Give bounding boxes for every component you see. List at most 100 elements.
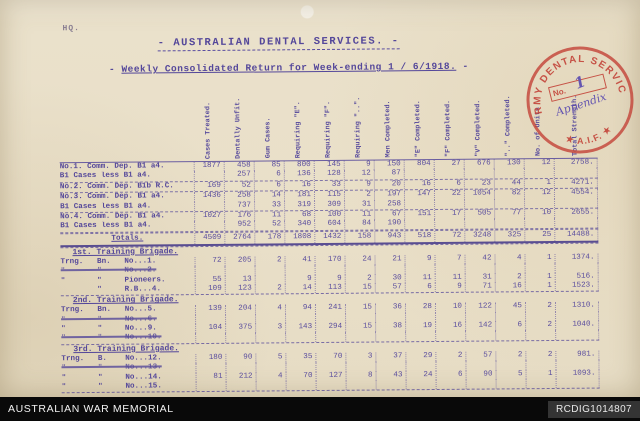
value-cell: 516. bbox=[554, 272, 599, 282]
value-cell: 1808 bbox=[284, 231, 315, 244]
value-cell: 325 bbox=[494, 229, 525, 242]
value-cell: 36 bbox=[374, 303, 406, 314]
value-cell: 42 bbox=[464, 254, 495, 264]
value-cell bbox=[464, 263, 495, 274]
value-cell bbox=[285, 313, 316, 324]
subtitle-dash-left: - bbox=[108, 63, 122, 75]
value-cell: 25 bbox=[524, 229, 555, 241]
value-cell: 38 bbox=[375, 322, 406, 332]
value-cell: 458 bbox=[223, 161, 254, 172]
value-cell: 4509 bbox=[194, 232, 225, 244]
archive-org-name: AUSTRALIAN WAR MEMORIAL bbox=[8, 403, 174, 415]
value-cell bbox=[434, 199, 465, 209]
value-cell: 77 bbox=[494, 209, 525, 219]
value-cell: 14488. bbox=[554, 229, 599, 241]
value-cell: 11 bbox=[404, 273, 435, 284]
value-cell: 4554. bbox=[553, 188, 599, 199]
value-cell: 94 bbox=[284, 304, 316, 314]
corner-note: HQ. bbox=[62, 24, 80, 34]
value-cell: 2 bbox=[495, 351, 526, 361]
value-cell: 43 bbox=[375, 370, 406, 381]
value-cell bbox=[345, 331, 376, 342]
value-cell: 2 bbox=[525, 321, 556, 331]
value-cell: 952 bbox=[224, 220, 255, 231]
value-cell: 3 bbox=[345, 352, 376, 363]
value-cell: 8 bbox=[345, 371, 376, 381]
value-cell: 10 bbox=[524, 208, 555, 219]
value-cell bbox=[525, 360, 556, 370]
value-cell: 11 bbox=[344, 210, 375, 221]
value-cell: 6 bbox=[433, 179, 464, 190]
value-cell: 1040. bbox=[555, 320, 600, 331]
value-cell: 19 bbox=[405, 322, 436, 332]
value-cell bbox=[225, 381, 256, 392]
value-cell: 16 bbox=[435, 321, 466, 332]
row-label: " " No...15. bbox=[61, 382, 162, 392]
value-cell: 1432 bbox=[314, 231, 345, 243]
value-cell: 9 bbox=[343, 160, 374, 171]
document-title: - AUSTRALIAN DENTAL SERVICES. - bbox=[0, 34, 559, 52]
value-cell: 6 bbox=[253, 181, 284, 191]
value-cell bbox=[285, 362, 316, 372]
value-cell bbox=[435, 360, 466, 371]
value-cell bbox=[285, 381, 316, 391]
value-cell: 2 bbox=[343, 190, 375, 201]
value-cell: 23 bbox=[463, 179, 494, 189]
value-cell: 6 bbox=[495, 321, 526, 331]
table-section: 2nd. Training Brigade. Trng. Bn. No...5. 1… bbox=[60, 291, 600, 346]
value-cell: 17 bbox=[434, 209, 465, 220]
value-cell bbox=[463, 168, 494, 179]
value-cell: 5 bbox=[495, 369, 526, 380]
value-cell: 9 bbox=[284, 274, 315, 285]
value-cell: 145 bbox=[313, 160, 344, 171]
value-cell: 72 bbox=[194, 256, 225, 267]
column-header: "V" Completed. bbox=[473, 99, 483, 157]
value-cell: 212 bbox=[225, 372, 256, 382]
value-cell bbox=[433, 169, 464, 179]
value-cell bbox=[494, 218, 525, 229]
value-cell bbox=[225, 333, 256, 343]
document-subtitle: - Weekly Consolidated Return for Week-en… bbox=[0, 60, 579, 76]
value-cell bbox=[374, 264, 405, 275]
value-cell bbox=[495, 379, 526, 389]
value-cell: 178 bbox=[254, 232, 285, 244]
svg-text:★ A.I.F. ★: ★ A.I.F. ★ bbox=[562, 122, 615, 151]
value-cell: 16 bbox=[283, 180, 314, 191]
value-cell bbox=[493, 168, 524, 179]
value-cell: 143 bbox=[285, 323, 316, 333]
value-cell bbox=[405, 380, 436, 390]
value-cell bbox=[465, 379, 496, 390]
value-cell bbox=[314, 264, 345, 275]
value-cell bbox=[405, 331, 436, 342]
value-cell: 44 bbox=[493, 179, 524, 189]
value-cell: 2655. bbox=[554, 208, 599, 219]
value-cell: 4271. bbox=[553, 178, 598, 189]
value-cell: 9 bbox=[404, 254, 435, 265]
value-cell: 31 bbox=[344, 200, 375, 210]
value-cell: 115 bbox=[313, 190, 345, 201]
value-cell bbox=[524, 311, 556, 322]
value-cell bbox=[524, 218, 555, 228]
value-cell: 16 bbox=[494, 282, 525, 292]
value-cell bbox=[255, 381, 286, 391]
value-cell bbox=[555, 359, 600, 370]
value-cell: 518 bbox=[404, 230, 435, 242]
value-cell: 1093. bbox=[555, 369, 600, 379]
value-cell: 158 bbox=[344, 231, 375, 243]
value-cell: 123 bbox=[224, 284, 255, 295]
value-cell: 241 bbox=[314, 304, 346, 314]
subtitle-text: Weekly Consolidated Return for Week-endi… bbox=[121, 60, 457, 75]
value-cell bbox=[524, 198, 555, 209]
column-header: ".." Completed. bbox=[503, 95, 513, 157]
value-cell: 90 bbox=[465, 370, 496, 380]
value-cell bbox=[193, 171, 224, 181]
value-cell: 1054 bbox=[463, 189, 495, 200]
value-cell: 81 bbox=[195, 372, 226, 383]
value-cell: 71 bbox=[464, 282, 495, 293]
value-cell: 181 bbox=[283, 191, 315, 201]
value-cell bbox=[194, 221, 225, 231]
value-cell: 150 bbox=[373, 160, 404, 170]
value-cell: 4 bbox=[255, 371, 286, 382]
value-cell: 33 bbox=[254, 200, 285, 211]
